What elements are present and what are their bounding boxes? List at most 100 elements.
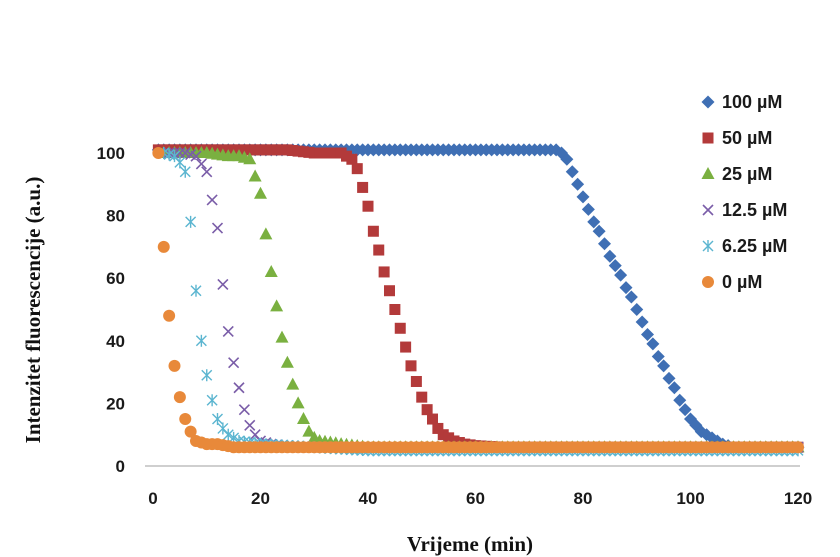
data-point (291, 396, 305, 409)
data-point (362, 200, 374, 212)
data-point (346, 153, 358, 165)
data-point (432, 422, 444, 434)
data-point (179, 165, 191, 178)
data-point (421, 404, 433, 416)
x-axis-title: Vrijeme (min) (407, 532, 533, 556)
y-tick-label: 80 (106, 207, 125, 226)
data-point (222, 325, 234, 337)
data-point (410, 375, 422, 387)
data-point (228, 357, 240, 369)
data-point (190, 150, 202, 162)
data-point (280, 355, 294, 368)
data-point (630, 303, 644, 316)
series-0 (151, 143, 805, 454)
data-point (598, 237, 611, 251)
data-point (367, 225, 379, 237)
data-point (608, 259, 622, 273)
data-point (211, 222, 224, 234)
data-point (592, 224, 606, 238)
data-point (174, 156, 186, 169)
data-point (560, 152, 574, 166)
y-tick-label: 100 (97, 144, 125, 163)
series-3 (158, 147, 804, 453)
data-point (394, 322, 406, 334)
data-point (264, 264, 278, 277)
legend-label: 50 µM (722, 128, 772, 148)
y-axis-title: Intenzitet fluorescencije (a.u.) (21, 177, 45, 444)
data-point (286, 377, 300, 390)
data-point (624, 290, 638, 304)
x-tick-label: 120 (784, 489, 812, 508)
legend-marker (701, 95, 715, 109)
data-point (635, 315, 649, 329)
data-point (587, 215, 601, 229)
data-point (384, 285, 395, 297)
data-point (195, 334, 207, 347)
data-point (184, 425, 197, 438)
data-point (233, 382, 245, 394)
data-point (405, 360, 417, 372)
data-point (581, 202, 595, 216)
data-point (275, 330, 289, 343)
data-point (259, 227, 273, 240)
data-point (619, 281, 633, 295)
legend-marker (701, 167, 715, 179)
data-point (185, 215, 197, 228)
series-4 (158, 147, 804, 457)
data-point (206, 394, 218, 407)
x-tick-label: 20 (251, 489, 270, 508)
data-point (576, 190, 590, 204)
data-point (244, 419, 256, 431)
data-point (792, 441, 804, 454)
data-point (373, 244, 385, 256)
legend: 100 µM 50 µM 25 µM 12.5 µM 6.25 µM 0 µM (701, 92, 787, 292)
data-point (400, 341, 412, 353)
data-point (351, 163, 363, 175)
data-point (270, 299, 284, 312)
data-point (201, 369, 213, 382)
legend-label: 0 µM (722, 272, 762, 292)
legend-label: 6.25 µM (722, 236, 787, 256)
data-point (673, 393, 687, 407)
data-point (195, 158, 207, 170)
legend-marker (702, 276, 714, 288)
data-point (254, 186, 267, 199)
x-tick-label: 60 (466, 489, 485, 508)
y-tick-label: 0 (116, 457, 125, 476)
data-point (389, 304, 401, 315)
data-point (657, 359, 671, 373)
data-point (206, 194, 218, 206)
y-axis-ticks: 0 20 40 60 80 100 (97, 144, 125, 476)
series-2 (157, 146, 805, 453)
data-point (603, 249, 617, 263)
data-point (678, 403, 692, 417)
x-tick-label: 0 (148, 489, 157, 508)
data-point (212, 413, 223, 426)
y-tick-label: 20 (106, 394, 125, 413)
legend-label: 25 µM (722, 164, 772, 184)
data-point (297, 412, 310, 425)
data-point (168, 359, 181, 372)
x-axis-ticks: 0 20 40 60 80 100 120 (148, 489, 812, 508)
data-point (243, 152, 257, 165)
data-point (217, 278, 229, 291)
data-point (565, 165, 579, 179)
data-point (646, 337, 660, 351)
data-point (427, 413, 438, 425)
data-point (179, 413, 192, 426)
data-point (571, 177, 585, 191)
legend-label: 100 µM (722, 92, 782, 112)
legend-marker (702, 204, 714, 216)
data-point (174, 147, 186, 159)
x-tick-label: 100 (676, 489, 704, 508)
data-point (152, 147, 165, 159)
data-point (190, 284, 202, 297)
series-layer (151, 143, 805, 457)
legend-marker (702, 132, 714, 144)
x-tick-label: 80 (574, 489, 593, 508)
data-point (357, 181, 369, 193)
legend-label: 12.5 µM (722, 200, 787, 220)
y-tick-label: 40 (106, 332, 125, 351)
data-point (641, 328, 654, 342)
